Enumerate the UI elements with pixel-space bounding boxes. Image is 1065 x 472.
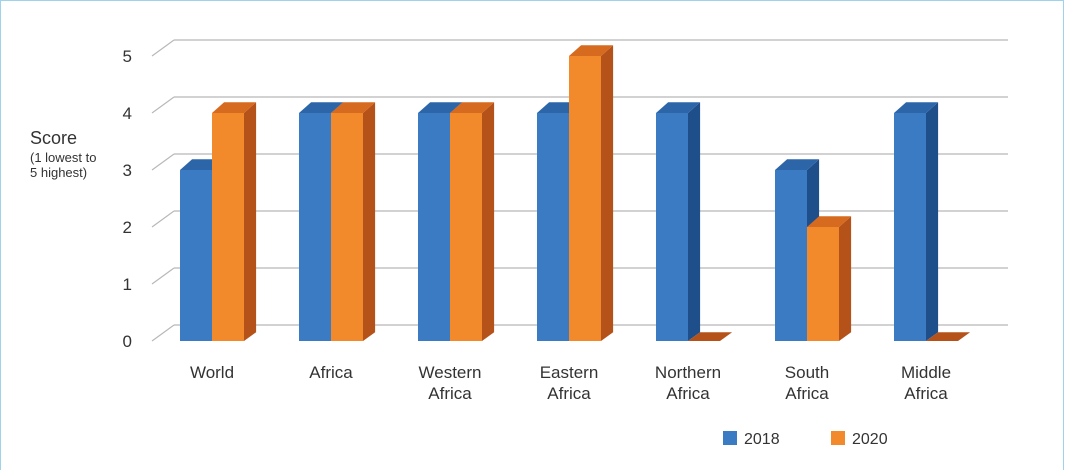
gridline-depth bbox=[151, 153, 175, 171]
bar-top bbox=[807, 216, 852, 227]
bar-top bbox=[894, 102, 939, 113]
category-label: World bbox=[190, 363, 234, 382]
bar-front bbox=[537, 113, 569, 341]
bar-top bbox=[569, 45, 614, 56]
y-tick-label: 5 bbox=[123, 47, 132, 66]
bar-side bbox=[601, 45, 614, 341]
category-label-line: Africa bbox=[785, 384, 829, 403]
legend-label: 2020 bbox=[852, 431, 888, 448]
bar bbox=[569, 45, 614, 341]
bar-top bbox=[450, 102, 495, 113]
category-label: Northern Africa bbox=[655, 363, 721, 403]
bar-front bbox=[775, 170, 807, 341]
bar-front bbox=[180, 170, 212, 341]
y-axis-label: Score bbox=[30, 128, 78, 148]
category-label: Eastern Africa bbox=[540, 363, 599, 403]
category-label-line: Africa bbox=[547, 384, 591, 403]
bar-top bbox=[418, 102, 463, 113]
bar-front bbox=[894, 113, 926, 341]
y-axis-sublabel-line-1: (1 lowest to bbox=[30, 150, 97, 165]
category-label-line: Western bbox=[419, 363, 482, 382]
bar-side bbox=[363, 102, 376, 341]
category-label-line: Africa bbox=[904, 384, 948, 403]
bar-side bbox=[244, 102, 257, 341]
bar bbox=[807, 216, 852, 341]
bar-front bbox=[212, 113, 244, 341]
y-tick-label: 2 bbox=[123, 218, 132, 237]
bar-side bbox=[482, 102, 495, 341]
gridline-depth bbox=[151, 210, 175, 228]
category-label-line: Africa bbox=[666, 384, 710, 403]
bar-front bbox=[450, 113, 482, 341]
legend-swatch bbox=[831, 431, 845, 445]
y-tick-label: 0 bbox=[123, 332, 132, 351]
bar-front bbox=[299, 113, 331, 341]
bar-front bbox=[656, 113, 688, 341]
bar-front bbox=[569, 56, 601, 341]
bar-side bbox=[839, 216, 852, 341]
bar bbox=[450, 102, 495, 341]
category-label: Western Africa bbox=[419, 363, 482, 403]
category-label-line: World bbox=[190, 363, 234, 382]
bar-top bbox=[212, 102, 257, 113]
legend-item: 2020 bbox=[831, 431, 888, 448]
bar-front bbox=[331, 113, 363, 341]
legend-label: 2018 bbox=[744, 431, 780, 448]
bar bbox=[926, 332, 971, 341]
bar bbox=[688, 332, 733, 341]
bar-top bbox=[688, 332, 733, 341]
bar-top bbox=[331, 102, 376, 113]
legend-item: 2018 bbox=[723, 431, 780, 448]
gridline-depth bbox=[151, 324, 175, 342]
category-label: South Africa bbox=[785, 363, 829, 403]
category-label-line: Africa bbox=[428, 384, 472, 403]
bar-side bbox=[688, 102, 701, 341]
category-label: Middle Africa bbox=[901, 363, 951, 403]
bar-side bbox=[926, 102, 939, 341]
category-label-line: Africa bbox=[309, 363, 353, 382]
bar bbox=[656, 102, 701, 341]
y-tick-label: 3 bbox=[123, 161, 132, 180]
legend-swatch bbox=[723, 431, 737, 445]
category-label-line: Northern bbox=[655, 363, 721, 382]
category-label-line: Eastern bbox=[540, 363, 599, 382]
bar-front bbox=[807, 227, 839, 341]
y-axis-sublabel-line-2: 5 highest) bbox=[30, 165, 88, 180]
category-label-line: South bbox=[785, 363, 829, 382]
y-tick-label: 4 bbox=[123, 104, 132, 123]
gridline-depth bbox=[151, 39, 175, 57]
category-label: Africa bbox=[309, 363, 353, 382]
legend: 2018 2020 bbox=[723, 431, 888, 448]
y-axis-sublabel: (1 lowest to 5 highest) bbox=[30, 150, 120, 180]
category-label-line: Middle bbox=[901, 363, 951, 382]
bar-front bbox=[418, 113, 450, 341]
gridline-depth bbox=[151, 96, 175, 114]
gridline-depth bbox=[151, 267, 175, 285]
bars bbox=[180, 45, 971, 341]
y-tick-label: 1 bbox=[123, 275, 132, 294]
bar-top bbox=[299, 102, 344, 113]
bar bbox=[894, 102, 939, 341]
bar-top bbox=[926, 332, 971, 341]
bar bbox=[212, 102, 257, 341]
y-tick-labels: 0 1 2 3 4 5 bbox=[123, 47, 132, 351]
bar bbox=[331, 102, 376, 341]
bar-top bbox=[656, 102, 701, 113]
bar-top bbox=[775, 159, 820, 170]
